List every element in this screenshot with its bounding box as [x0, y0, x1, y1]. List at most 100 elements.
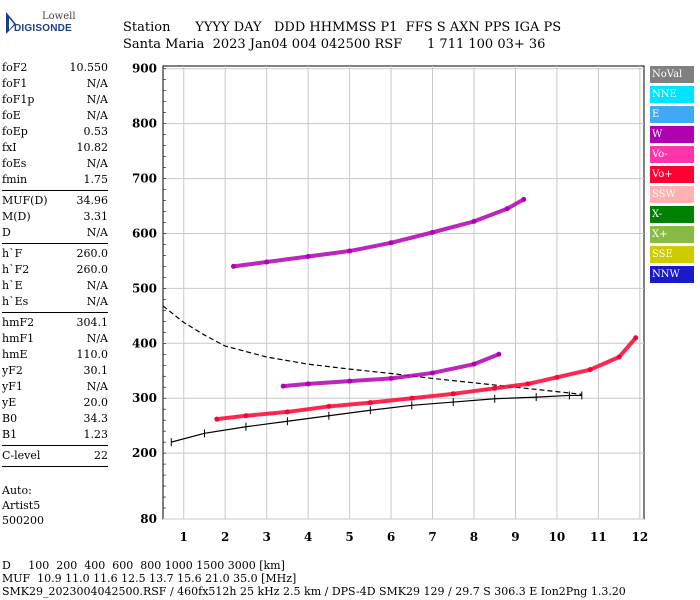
echo-point	[450, 391, 456, 397]
param-key: yF2	[2, 364, 23, 377]
x-tick-label: 4	[304, 530, 312, 544]
param-value: 304.1	[76, 316, 109, 329]
x-tick-label: 2	[221, 530, 229, 544]
param-row: MUF(D) 34.96	[2, 193, 108, 209]
header-values: Santa Maria 2023 Jan04 004 042500 RSF 1 …	[123, 37, 546, 52]
param-value: 10.550	[69, 61, 109, 74]
param-key: M(D)	[2, 210, 31, 223]
autoscaling-info: Auto: Artist5 500200	[2, 483, 44, 528]
echo-point	[504, 206, 510, 212]
param-key: foE	[2, 109, 21, 122]
param-row: B1 1.23	[2, 427, 108, 443]
param-value: 1.75	[83, 173, 109, 186]
footer-muf-row: MUF 10.9 11.0 11.6 12.5 13.7 15.6 21.0 3…	[2, 572, 297, 585]
echo-point	[280, 383, 286, 389]
param-value: 22	[94, 449, 108, 462]
logo-text-digisonde: DIGISONDE	[14, 23, 72, 34]
param-key: hmF1	[2, 332, 35, 345]
chart-plot-area	[162, 196, 639, 447]
param-value: N/A	[86, 93, 108, 106]
echo-point	[347, 248, 353, 254]
param-key: yF1	[2, 380, 23, 393]
param-row: yF2 30.1	[2, 363, 108, 379]
x-tick-label: 1	[180, 530, 188, 544]
auto-program: Artist5	[2, 499, 41, 512]
echo-point	[305, 254, 311, 260]
legend-item-noval: NoVal	[650, 66, 694, 83]
echo-point	[409, 395, 415, 401]
param-value: 110.0	[76, 348, 109, 361]
param-key: hmF2	[2, 316, 35, 329]
param-key: foEs	[2, 157, 27, 170]
param-key: foEp	[2, 125, 28, 138]
param-key: fmin	[2, 173, 28, 186]
echo-point	[471, 361, 477, 367]
param-row: foEs N/A	[2, 156, 108, 172]
param-row: hmE 110.0	[2, 347, 108, 363]
y-tick-label: 400	[132, 336, 157, 350]
param-value: N/A	[86, 157, 108, 170]
param-row: B0 34.3	[2, 411, 108, 427]
legend-item-e: E	[650, 106, 694, 123]
param-row: h`F 260.0	[2, 246, 108, 262]
param-row: fxI 10.82	[2, 140, 108, 156]
param-row: foF1p N/A	[2, 92, 108, 108]
legend-item-w: W	[650, 126, 694, 143]
x-tick-label: 11	[590, 530, 607, 544]
param-key: yE	[2, 396, 17, 409]
param-row: foF2 10.550	[2, 60, 108, 76]
echo-point	[388, 240, 394, 246]
param-key: foF2	[2, 61, 28, 74]
param-key: C-level	[2, 449, 41, 462]
param-value: N/A	[86, 295, 108, 308]
x-tick-label: 7	[428, 530, 436, 544]
param-value: N/A	[86, 332, 108, 345]
auto-version: 500200	[2, 514, 44, 527]
param-key: h`F	[2, 247, 23, 260]
station-header: Station YYYY DAY DDD HHMMSS P1 FFS S AXN…	[123, 19, 561, 53]
param-value: N/A	[86, 380, 108, 393]
param-key: fxI	[2, 141, 17, 154]
echo-point	[525, 381, 531, 387]
legend-item-x-: X+	[650, 226, 694, 243]
param-value: 34.3	[83, 412, 109, 425]
param-row: h`Es N/A	[2, 294, 108, 310]
param-separator	[2, 312, 108, 313]
echo-point	[492, 385, 498, 391]
param-row: yE 20.0	[2, 395, 108, 411]
chart-grid	[162, 65, 645, 520]
param-value: 10.82	[76, 141, 109, 154]
echo-trace	[214, 335, 638, 422]
logo-text-lowell: Lowell	[42, 11, 76, 22]
y-tick-label: 700	[132, 172, 157, 186]
param-key: h`E	[2, 279, 23, 292]
echo-point	[243, 413, 249, 419]
param-row: D N/A	[2, 225, 108, 241]
param-key: h`Es	[2, 295, 29, 308]
param-value: N/A	[86, 77, 108, 90]
header-labels: Station YYYY DAY DDD HHMMSS P1 FFS S AXN…	[123, 20, 562, 35]
param-separator	[2, 466, 108, 467]
param-key: foF1p	[2, 93, 35, 106]
param-value: N/A	[86, 226, 108, 239]
footer-distance-row: D 100 200 400 600 800 1000 1500 3000 [km…	[2, 559, 285, 572]
param-row: hmF2 304.1	[2, 315, 108, 331]
echo-point	[305, 381, 311, 387]
echo-point	[326, 403, 332, 409]
x-tick-label: 10	[549, 530, 566, 544]
param-value: 1.23	[83, 428, 109, 441]
param-row: hmF1 N/A	[2, 331, 108, 347]
scaled-parameters-panel: foF2 10.550 foF1 N/A foF1p N/A foE N/A foEp 0.53 f…	[2, 60, 108, 469]
legend-item-vo-: Vo+	[650, 166, 694, 183]
param-value: N/A	[86, 109, 108, 122]
param-row: C-level 22	[2, 448, 108, 464]
param-separator	[2, 243, 108, 244]
polarization-legend: NoVal NNE E W Vo- Vo+ SSW X- X+ SSE NNW	[650, 66, 694, 286]
y-tick-label: 800	[132, 117, 157, 131]
echo-point	[554, 374, 560, 380]
legend-item-x-: X-	[650, 206, 694, 223]
echo-point	[430, 229, 436, 235]
y-tick-label: 600	[132, 226, 157, 240]
param-value: 20.0	[83, 396, 109, 409]
